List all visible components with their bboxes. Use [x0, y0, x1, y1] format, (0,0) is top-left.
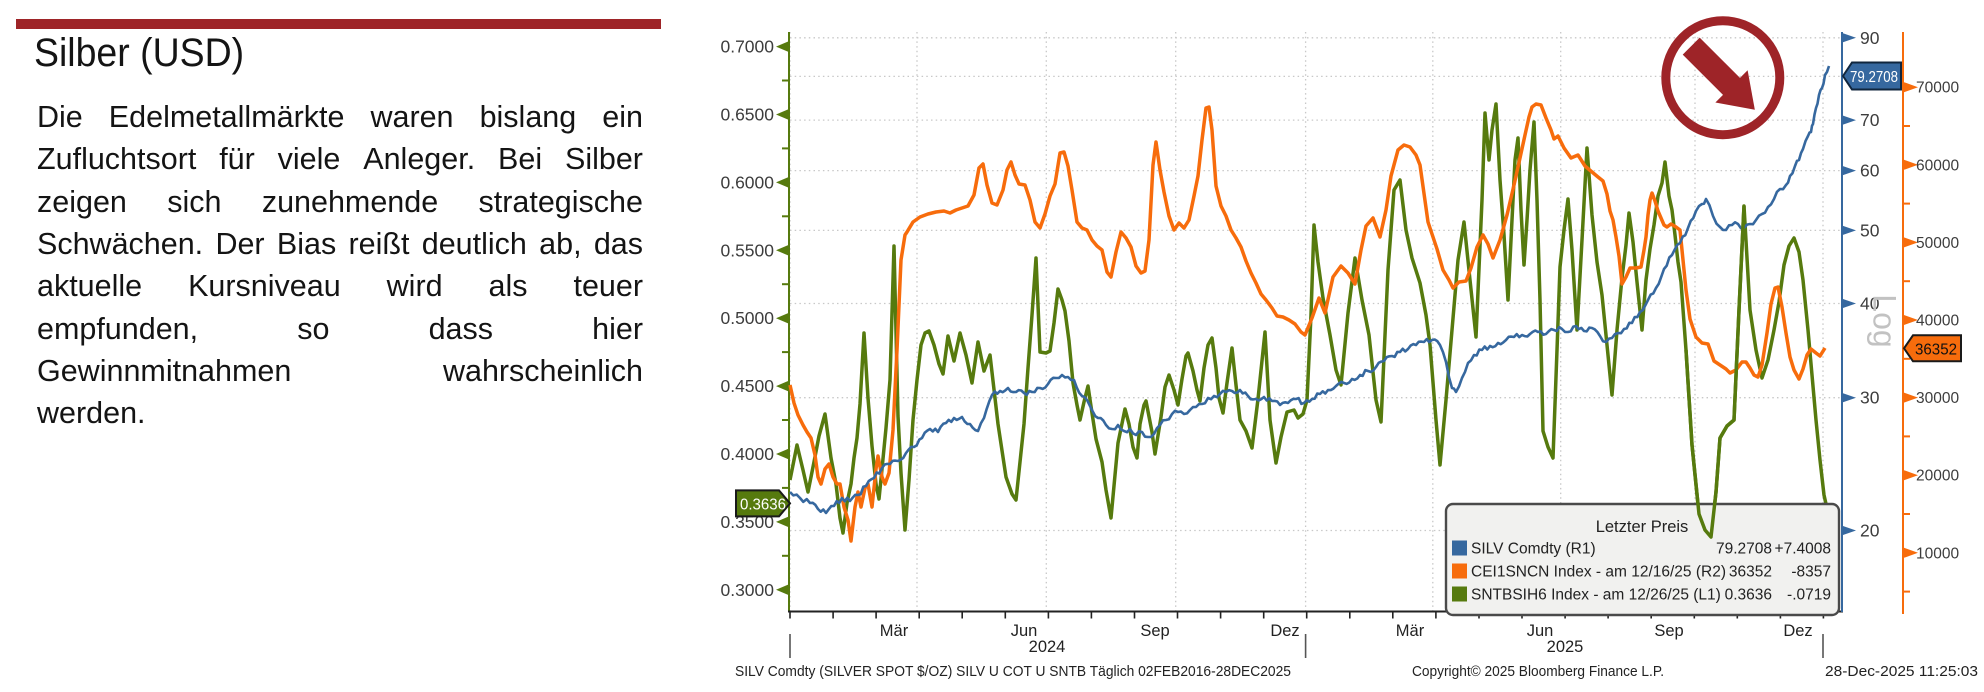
- svg-text:SILV Comdty (SILVER SPOT $/OZ): SILV Comdty (SILVER SPOT $/OZ) SILV U CO…: [735, 664, 1291, 680]
- svg-text:Dez: Dez: [1270, 622, 1299, 640]
- svg-text:Letzter Preis: Letzter Preis: [1596, 518, 1689, 536]
- svg-text:0.7000: 0.7000: [720, 37, 774, 57]
- svg-text:60000: 60000: [1916, 157, 1959, 174]
- svg-text:79.2708: 79.2708: [1716, 541, 1772, 558]
- svg-text:+7.4008: +7.4008: [1775, 541, 1831, 558]
- svg-text:0.5000: 0.5000: [720, 308, 774, 328]
- svg-text:-8357: -8357: [1791, 564, 1831, 581]
- svg-text:2024: 2024: [1029, 638, 1066, 656]
- svg-text:40: 40: [1860, 294, 1880, 314]
- svg-text:36352: 36352: [1729, 564, 1772, 581]
- svg-text:0.5500: 0.5500: [720, 240, 774, 260]
- svg-text:70: 70: [1860, 110, 1880, 130]
- svg-text:36352: 36352: [1915, 341, 1957, 358]
- svg-text:90: 90: [1860, 28, 1880, 48]
- svg-text:30000: 30000: [1916, 390, 1959, 407]
- svg-text:-.0719: -.0719: [1787, 587, 1831, 604]
- svg-text:30: 30: [1860, 388, 1880, 408]
- svg-text:10000: 10000: [1916, 545, 1959, 562]
- svg-text:Jun: Jun: [1527, 622, 1554, 640]
- svg-text:20000: 20000: [1916, 468, 1959, 485]
- svg-text:SILV Comdty (R1): SILV Comdty (R1): [1471, 541, 1596, 558]
- svg-text:50000: 50000: [1916, 235, 1959, 252]
- svg-text:0.3000: 0.3000: [720, 580, 774, 600]
- svg-text:28-Dec-2025 11:25:03: 28-Dec-2025 11:25:03: [1825, 664, 1978, 680]
- svg-text:Mär: Mär: [1396, 622, 1425, 640]
- svg-text:Sep: Sep: [1654, 622, 1683, 640]
- svg-text:Log: Log: [1867, 294, 1903, 347]
- svg-text:40000: 40000: [1916, 313, 1959, 330]
- svg-text:79.2708: 79.2708: [1850, 69, 1898, 86]
- svg-text:50: 50: [1860, 220, 1880, 240]
- svg-text:0.4500: 0.4500: [720, 376, 774, 396]
- svg-text:0.4000: 0.4000: [720, 444, 774, 464]
- svg-text:20: 20: [1860, 521, 1880, 541]
- svg-text:SNTBSIH6 Index - am 12/26/25: SNTBSIH6 Index - am 12/26/25 (L1): [1471, 587, 1721, 604]
- svg-text:Copyright© 2025 Bloomberg Fina: Copyright© 2025 Bloomberg Finance L.P.: [1412, 664, 1664, 680]
- svg-text:0.3636: 0.3636: [1725, 587, 1772, 604]
- svg-text:Dez: Dez: [1783, 622, 1812, 640]
- svg-text:0.6000: 0.6000: [720, 172, 774, 192]
- svg-text:60: 60: [1860, 161, 1880, 181]
- svg-text:Mär: Mär: [880, 622, 909, 640]
- svg-text:Sep: Sep: [1140, 622, 1169, 640]
- svg-text:0.6500: 0.6500: [720, 105, 774, 125]
- svg-text:2025: 2025: [1547, 638, 1584, 656]
- svg-text:Jun: Jun: [1011, 622, 1038, 640]
- svg-text:0.3636: 0.3636: [740, 496, 786, 513]
- svg-text:CEI1SNCN Index - am 12/16/25: CEI1SNCN Index - am 12/16/25 (R2): [1471, 564, 1726, 581]
- svg-text:70000: 70000: [1916, 80, 1959, 97]
